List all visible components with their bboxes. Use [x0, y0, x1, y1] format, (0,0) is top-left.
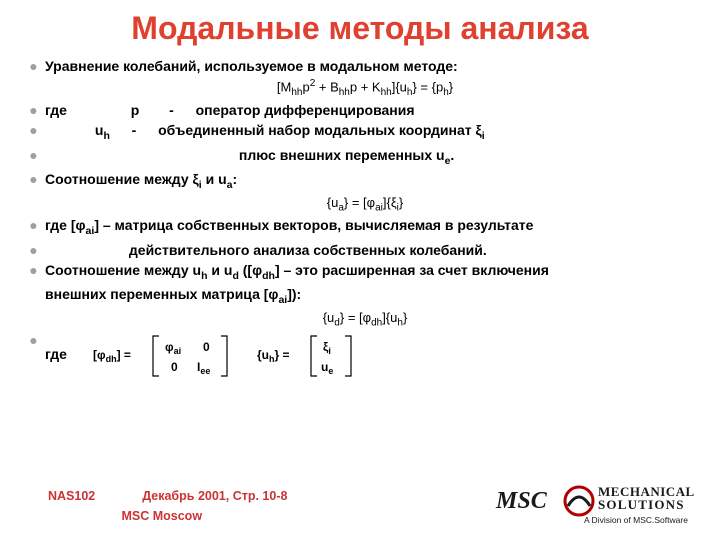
- svg-text:0: 0: [171, 360, 178, 374]
- logo-sub-text: A Division of MSC.Software: [584, 515, 688, 525]
- logo-msc-text: MSC: [496, 488, 547, 515]
- bullet-3-text: uh - объединенный набор модальных коорди…: [45, 121, 485, 143]
- svg-text:φai: φai: [165, 340, 181, 356]
- slide-title: Модальные методы анализа: [0, 0, 720, 55]
- bullet-3: ● uh - объединенный набор модальных коор…: [28, 121, 702, 143]
- bullet-2-text: где p - оператор дифференцирования: [45, 101, 415, 119]
- matrix-2: {uh} = ξi ue: [255, 331, 395, 381]
- bullet-9: внешних переменных матрица [φai]):: [45, 285, 702, 307]
- bullet-9-text: внешних переменных матрица [φai]):: [45, 285, 301, 307]
- logo-main-text: MECHANICAL SOLUTIONS: [598, 485, 695, 511]
- logo-swirl-icon: [562, 484, 596, 518]
- slide-body: ● Уравнение колебаний, используемое в мо…: [0, 57, 720, 385]
- bullet-icon: ●: [28, 146, 39, 164]
- svg-text:Iee: Iee: [197, 360, 210, 376]
- equation-1: [Mhhp2 + Bhhp + Khh]{uh} = {ph}: [28, 77, 702, 99]
- bullet-10: ● где [φdh] = φai 0 0 Iee: [28, 331, 702, 385]
- bullet-7: ● действительного анализа собственных ко…: [28, 241, 702, 259]
- equation-3: {ud} = [φdh]{uh}: [28, 310, 702, 330]
- bullet-10-text: где [φdh] = φai 0 0 Iee {uh}: [45, 331, 395, 385]
- bullet-8-text: Соотношение между uh и ud ([φdh] – это р…: [45, 261, 549, 283]
- bullet-4: ● плюс внешних переменных ue.: [28, 146, 702, 168]
- bullet-icon: ●: [28, 170, 39, 188]
- bullet-icon: ●: [28, 331, 39, 349]
- slide-footer: NAS102 Декабрь 2001, Стр. 10-8 MSC Mosco…: [48, 487, 287, 526]
- bullet-icon: ●: [28, 57, 39, 75]
- bullet-8: ● Соотношение между uh и ud ([φdh] – это…: [28, 261, 702, 283]
- bullet-icon: ●: [28, 101, 39, 119]
- svg-text:ue: ue: [321, 360, 333, 376]
- svg-text:0: 0: [203, 340, 210, 354]
- bullet-2: ● где p - оператор дифференцирования: [28, 101, 702, 119]
- matrix-1: [φdh] = φai 0 0 Iee: [91, 331, 251, 381]
- bullet-6: ● где [φai] – матрица собственных вектор…: [28, 216, 702, 238]
- equation-2: {ua} = [φai]{ξi}: [28, 195, 702, 215]
- svg-text:{uh} =: {uh} =: [257, 348, 290, 364]
- bullet-icon: ●: [28, 241, 39, 259]
- bullet-5: ● Соотношение между ξi и ua:: [28, 170, 702, 192]
- msc-logo: MSC MECHANICAL SOLUTIONS A Division of M…: [496, 482, 706, 530]
- svg-text:[φdh] =: [φdh] =: [93, 348, 131, 364]
- matrices-block: [φdh] = φai 0 0 Iee {uh} = ξi u: [91, 331, 395, 385]
- bullet-6-text: где [φai] – матрица собственных векторов…: [45, 216, 533, 238]
- bullet-7-text: действительного анализа собственных коле…: [45, 241, 487, 259]
- slide: Модальные методы анализа ● Уравнение кол…: [0, 0, 720, 540]
- bullet-icon: ●: [28, 261, 39, 279]
- bullet-4-text: плюс внешних переменных ue.: [45, 146, 454, 168]
- bullet-icon: ●: [28, 121, 39, 139]
- svg-text:ξi: ξi: [323, 340, 331, 356]
- bullet-5-text: Соотношение между ξi и ua:: [45, 170, 237, 192]
- bullet-1: ● Уравнение колебаний, используемое в мо…: [28, 57, 702, 75]
- bullet-1-text: Уравнение колебаний, используемое в мода…: [45, 57, 458, 75]
- bullet-icon: ●: [28, 216, 39, 234]
